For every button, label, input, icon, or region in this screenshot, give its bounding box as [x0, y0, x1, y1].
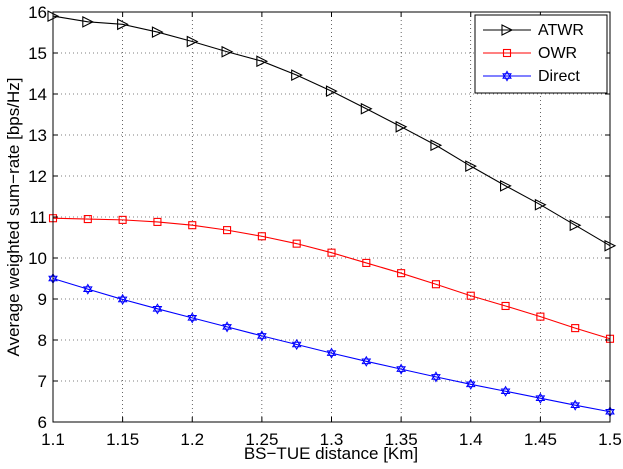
- data-point-owr: [153, 217, 162, 226]
- y-tick-label: 13: [28, 126, 47, 145]
- data-point-owr: [466, 291, 475, 300]
- data-point-direct: [222, 321, 232, 333]
- x-tick-label: 1.5: [598, 430, 622, 449]
- data-point-atwr: [117, 18, 129, 31]
- data-point-owr: [327, 248, 336, 257]
- y-axis-label: Average weighted sum−rate [bps/Hz]: [4, 78, 23, 357]
- data-point-direct: [117, 293, 128, 306]
- data-point-owr: [223, 226, 232, 235]
- y-tick-label: 8: [38, 331, 47, 350]
- data-point-direct: [535, 392, 546, 404]
- x-tick-label: 1.4: [459, 430, 483, 449]
- legend-marker-atwr: [501, 24, 514, 36]
- data-point-atwr: [395, 120, 408, 133]
- data-point-atwr: [256, 55, 269, 68]
- legend-label-owr: OWR: [538, 45, 577, 62]
- y-tick-label: 12: [28, 167, 47, 186]
- data-point-atwr: [360, 102, 373, 115]
- series-line-owr: [52, 217, 611, 340]
- data-point-direct: [187, 312, 198, 324]
- data-point-direct: [152, 303, 163, 315]
- x-tick-label: 1.15: [106, 430, 139, 449]
- axis-ticks: [52, 11, 611, 423]
- data-point-owr: [292, 239, 301, 248]
- series-layer: [47, 10, 617, 418]
- data-point-atwr: [291, 69, 303, 82]
- data-point-direct: [465, 378, 476, 390]
- y-tick-label: 6: [38, 413, 47, 432]
- data-point-owr: [431, 280, 440, 289]
- data-point-atwr: [186, 35, 199, 48]
- y-tick-label: 7: [38, 372, 47, 391]
- data-point-direct: [291, 338, 302, 351]
- y-tick-label: 11: [29, 208, 47, 227]
- data-point-owr: [118, 215, 127, 224]
- y-tick-label: 10: [28, 249, 47, 268]
- y-tick-label: 15: [28, 44, 47, 63]
- data-point-owr: [188, 221, 197, 230]
- y-tick-label: 9: [38, 290, 47, 309]
- data-point-owr: [397, 269, 406, 278]
- axis-tick-labels: 1.1 1.15 1.2 1.25 1.3 1.35 1.4 1.45 1.5 6 7 8 9 10 11 1…: [28, 3, 622, 449]
- x-tick-label: 1.3: [320, 430, 344, 449]
- data-point-direct: [396, 363, 406, 375]
- y-tick-label: 16: [28, 3, 47, 22]
- data-point-atwr: [500, 179, 512, 192]
- data-point-direct: [361, 355, 372, 367]
- data-point-direct: [257, 330, 267, 342]
- data-point-direct: [431, 371, 441, 383]
- grid: [52, 11, 611, 423]
- data-point-owr: [257, 232, 266, 241]
- data-point-atwr: [465, 160, 477, 173]
- legend-marker-direct: [502, 70, 512, 82]
- data-point-atwr: [534, 198, 547, 211]
- legend-marker-owr: [502, 48, 512, 58]
- x-tick-label: 1.2: [180, 430, 204, 449]
- data-point-atwr: [325, 85, 338, 98]
- x-tick-label: 1.1: [41, 430, 65, 449]
- legend: ATWR OWR Direct: [474, 14, 608, 94]
- data-point-atwr: [430, 139, 443, 152]
- x-tick-label: 1.45: [524, 430, 557, 449]
- legend-label-direct: Direct: [538, 68, 580, 85]
- data-point-direct: [326, 347, 337, 359]
- data-point-owr: [571, 324, 580, 333]
- x-tick-label: 1.35: [385, 430, 418, 449]
- data-point-direct: [82, 283, 93, 295]
- data-point-atwr: [569, 219, 582, 232]
- data-point-owr: [501, 301, 510, 311]
- x-axis-label: BS−TUE distance [Km]: [244, 444, 418, 463]
- data-point-atwr: [221, 45, 234, 58]
- y-tick-label: 14: [28, 85, 47, 104]
- data-point-atwr: [151, 26, 164, 38]
- series-line-atwr: [52, 15, 611, 247]
- x-tick-label: 1.25: [245, 430, 278, 449]
- data-point-owr: [362, 258, 371, 267]
- data-point-owr: [536, 312, 545, 321]
- legend-label-atwr: ATWR: [538, 22, 584, 39]
- series-line-direct: [52, 277, 611, 413]
- legend-box: [474, 14, 608, 94]
- data-point-owr: [83, 215, 92, 224]
- data-point-direct: [570, 399, 581, 411]
- data-point-atwr: [82, 15, 95, 28]
- data-point-direct: [500, 385, 511, 397]
